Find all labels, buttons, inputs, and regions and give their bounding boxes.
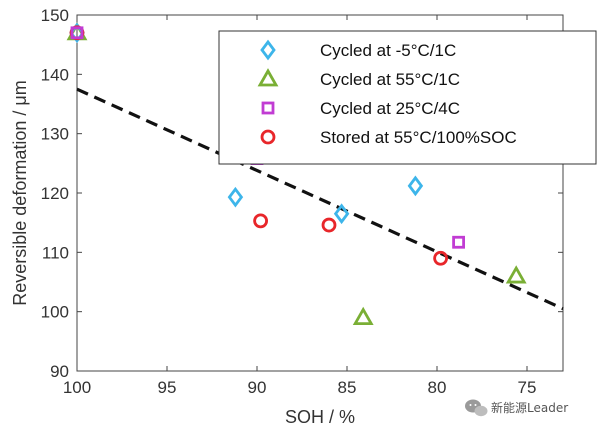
watermark-text: 新能源Leader — [491, 400, 568, 415]
y-tick-label: 90 — [50, 362, 69, 381]
legend-label: Cycled at -5°C/1C — [320, 41, 456, 60]
y-tick-label: 100 — [41, 303, 69, 322]
x-tick-label: 100 — [63, 378, 91, 397]
x-tick-label: 90 — [248, 378, 267, 397]
y-axis-ticks: 90 100 110 120 130 140 150 — [41, 6, 563, 381]
square-data-point — [70, 26, 84, 40]
diamond-data-point — [227, 186, 244, 208]
legend-circle-marker — [260, 129, 276, 145]
legend-label: Cycled at 25°C/4C — [320, 99, 460, 118]
legend-label: Stored at 55°C/100%SOC — [320, 128, 517, 147]
circle-data-point — [253, 213, 269, 229]
y-tick-label: 110 — [42, 243, 69, 262]
trend-line — [76, 87, 564, 311]
legend-items: Cycled at -5°C/1C Cycled at 55°C/1C Cycled… — [257, 39, 517, 147]
x-tick-label: 80 — [428, 378, 447, 397]
square-data-point — [452, 235, 466, 249]
circle-data-point — [433, 250, 449, 266]
y-tick-label: 150 — [41, 6, 69, 25]
x-tick-label: 95 — [158, 378, 177, 397]
circle-data-point — [321, 217, 337, 233]
legend-label: Cycled at 55°C/1C — [320, 70, 460, 89]
diamond-data-point — [333, 203, 350, 225]
legend-triangle-marker — [257, 68, 279, 87]
triangle-data-point — [505, 265, 527, 284]
legend-box — [218, 30, 597, 165]
legend-diamond-marker — [260, 39, 276, 61]
legend-square-marker — [261, 101, 275, 115]
x-axis-label: SOH / % — [285, 407, 355, 427]
diamond-data-point — [407, 175, 424, 197]
watermark: 新能源Leader — [465, 399, 568, 417]
trendline — [76, 87, 564, 311]
triangle-data-point — [352, 306, 374, 326]
x-tick-label: 75 — [518, 378, 537, 397]
wechat-icon — [465, 399, 488, 417]
y-tick-label: 120 — [41, 184, 69, 203]
y-axis-label: Reversible deformation / μm — [10, 80, 30, 305]
x-axis-ticks: 100 95 90 85 80 75 — [63, 15, 537, 397]
y-tick-label: 140 — [41, 65, 69, 84]
x-tick-label: 85 — [338, 378, 357, 397]
y-tick-label: 130 — [41, 125, 69, 144]
legend: Cycled at -5°C/1C Cycled at 55°C/1C Cycled… — [218, 30, 597, 165]
